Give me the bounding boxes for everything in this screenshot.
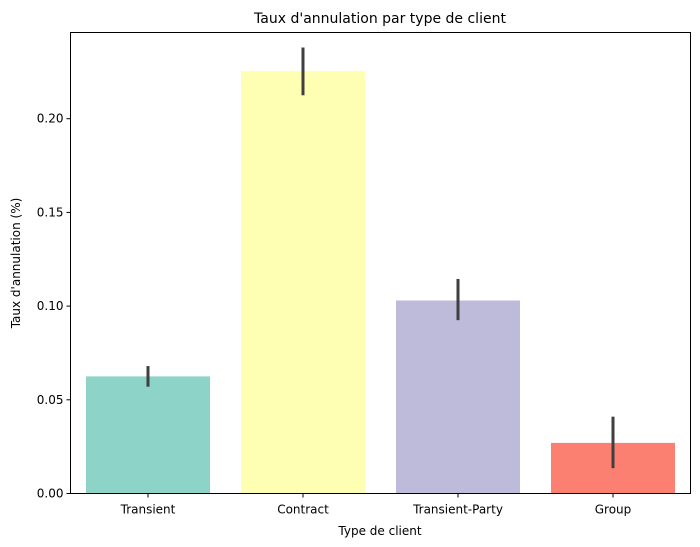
y-tick-label: 0.00 [37, 487, 64, 501]
bar-transient [86, 376, 210, 494]
x-tick-label: Group [595, 503, 632, 517]
x-tick-label: Transient-Party [412, 503, 503, 517]
y-tick-label: 0.15 [37, 205, 64, 219]
error-bars-group [146, 47, 615, 469]
x-axis: Transient Contract Transient-Party Group [120, 493, 632, 517]
bar-contract [241, 70, 365, 494]
bar-transient-party [396, 300, 520, 494]
y-axis-label: Taux d'annulation (%) [9, 198, 23, 330]
x-tick-label: Contract [277, 503, 329, 517]
x-axis-label: Type de client [337, 524, 421, 538]
bars-group [86, 70, 675, 494]
y-tick-label: 0.05 [37, 393, 64, 407]
x-tick-label: Transient [120, 503, 176, 517]
plot-frame [70, 32, 691, 494]
y-axis: 0.00 0.05 0.10 0.15 0.20 [37, 112, 71, 501]
y-tick-label: 0.20 [37, 112, 64, 126]
y-tick-label: 0.10 [37, 299, 64, 313]
chart-title: Taux d'annulation par type de client [253, 11, 506, 27]
